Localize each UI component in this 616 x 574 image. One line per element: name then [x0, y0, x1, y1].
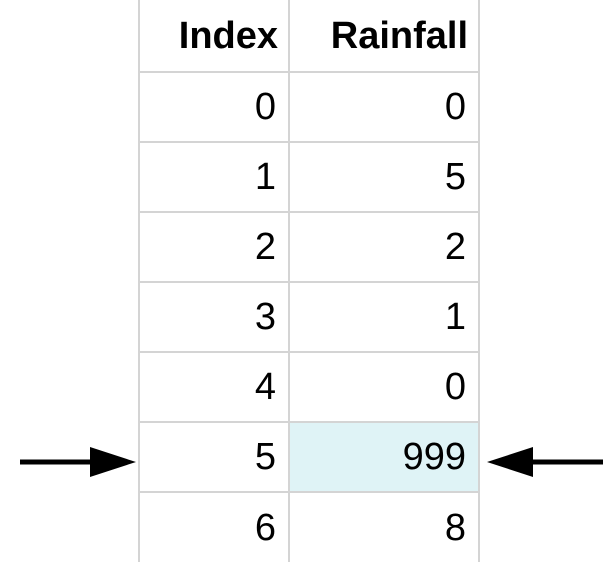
cell-index[interactable]: 6	[137, 492, 291, 562]
cell-index[interactable]: 4	[137, 352, 291, 423]
cell-index[interactable]: 2	[137, 212, 291, 283]
cell-rainfall[interactable]: 5	[288, 142, 480, 213]
header-index[interactable]: Index	[137, 0, 291, 73]
cell-rainfall-highlighted[interactable]: 999	[288, 422, 480, 493]
cell-rainfall[interactable]: 1	[288, 282, 480, 353]
table-row: 6 8	[137, 492, 480, 562]
cell-rainfall[interactable]: 0	[288, 72, 480, 143]
table-row: 0 0	[137, 72, 480, 143]
cell-rainfall[interactable]: 8	[288, 492, 480, 562]
table-row: 4 0	[137, 352, 480, 423]
table-row: 3 1	[137, 282, 480, 353]
cell-index[interactable]: 5	[137, 422, 291, 493]
cell-index[interactable]: 1	[137, 142, 291, 213]
arrow-left-icon	[485, 447, 605, 477]
cell-rainfall[interactable]: 2	[288, 212, 480, 283]
table-row: 2 2	[137, 212, 480, 283]
header-rainfall[interactable]: Rainfall	[288, 0, 480, 73]
spreadsheet: Index Rainfall 0 0 1 5 2 2 3 1 4	[137, 0, 480, 574]
cell-rainfall[interactable]: 0	[288, 352, 480, 423]
rainfall-table: Index Rainfall 0 0 1 5 2 2 3 1 4	[137, 0, 480, 562]
header-row: Index Rainfall	[137, 0, 480, 73]
arrow-right-icon	[18, 447, 138, 477]
table-row: 1 5	[137, 142, 480, 213]
cell-index[interactable]: 3	[137, 282, 291, 353]
cell-index[interactable]: 0	[137, 72, 291, 143]
table-row-highlighted: 5 999	[137, 422, 480, 493]
